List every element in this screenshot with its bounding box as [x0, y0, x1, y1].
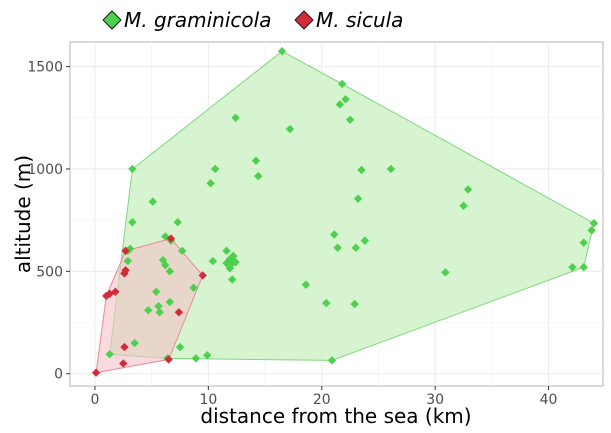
data-point [579, 238, 588, 247]
data-point [254, 171, 263, 181]
legend-label-sicula: M. sicula [316, 8, 403, 32]
data-point [350, 299, 359, 309]
series-graminicola [105, 47, 599, 365]
x-tick-label: 20 [313, 392, 331, 408]
legend: M. graminicola M. sicula [102, 8, 403, 32]
data-point [463, 185, 473, 194]
legend-key-graminicola [102, 10, 122, 30]
data-point [198, 271, 207, 280]
data-point [128, 217, 137, 227]
legend-label-graminicola: M. graminicola [124, 8, 271, 32]
data-point [148, 197, 157, 206]
data-point [327, 356, 337, 365]
data-point [330, 230, 339, 239]
data-point [345, 115, 355, 125]
data-point [335, 100, 345, 109]
data-point [568, 263, 577, 272]
x-axis-ticks: 0 10 20 30 40 [90, 386, 557, 408]
data-point [225, 264, 235, 273]
data-point [333, 243, 342, 252]
data-point [441, 268, 450, 277]
data-point [144, 306, 153, 315]
data-point [341, 95, 350, 104]
data-point [322, 298, 331, 308]
y-tick-label: 0 [54, 367, 63, 383]
data-point [360, 236, 370, 245]
data-point [165, 267, 174, 276]
x-tick-label: 0 [90, 392, 99, 408]
data-point [587, 226, 596, 235]
data-point [579, 263, 588, 272]
x-axis-title: distance from the sea (km) [200, 404, 471, 428]
data-point [206, 179, 215, 188]
data-point [191, 354, 201, 363]
data-point [386, 164, 396, 174]
data-point [102, 291, 111, 301]
data-point [151, 287, 161, 297]
data-point [277, 47, 287, 56]
data-point [351, 243, 360, 252]
data-point [285, 124, 295, 134]
data-points [91, 47, 599, 377]
data-point [111, 287, 120, 297]
x-tick-label: 10 [199, 392, 217, 408]
y-axis-title: altitude (m) [11, 155, 35, 273]
data-point [155, 308, 164, 317]
data-point [231, 113, 240, 122]
data-point [154, 301, 163, 311]
data-point [91, 368, 101, 377]
y-axis-ticks: 0 500 1000 1500 [27, 60, 70, 383]
data-point [128, 164, 137, 174]
y-tick-label: 500 [36, 264, 63, 280]
data-point [175, 342, 185, 352]
legend-key-sicula [294, 10, 314, 30]
data-point [105, 350, 114, 359]
data-point [120, 269, 129, 278]
data-point [222, 258, 231, 268]
data-point [203, 351, 212, 360]
data-point [231, 257, 240, 267]
data-point [166, 234, 176, 243]
data-point [161, 260, 170, 270]
series-sicula [91, 234, 207, 377]
data-point [130, 338, 139, 348]
data-point [459, 201, 468, 211]
data-point [210, 164, 220, 174]
data-point [189, 283, 198, 292]
data-point [119, 359, 128, 368]
data-point [165, 297, 174, 307]
data-point [353, 194, 363, 203]
data-point [589, 219, 599, 228]
x-tick-label: 40 [540, 392, 558, 408]
data-point [123, 256, 133, 266]
data-point [173, 217, 182, 227]
data-point [251, 156, 261, 165]
data-point [174, 308, 184, 317]
data-point [208, 256, 218, 266]
data-point [222, 246, 231, 256]
x-tick-label: 30 [426, 392, 444, 408]
data-point [121, 246, 130, 256]
data-point [337, 79, 347, 89]
data-point [164, 355, 173, 364]
data-point [301, 280, 311, 289]
data-point [227, 275, 237, 284]
data-point [357, 165, 366, 175]
y-tick-label: 1500 [27, 60, 63, 76]
data-point [178, 246, 187, 256]
y-tick-label: 1000 [27, 162, 63, 178]
data-point [120, 342, 129, 352]
